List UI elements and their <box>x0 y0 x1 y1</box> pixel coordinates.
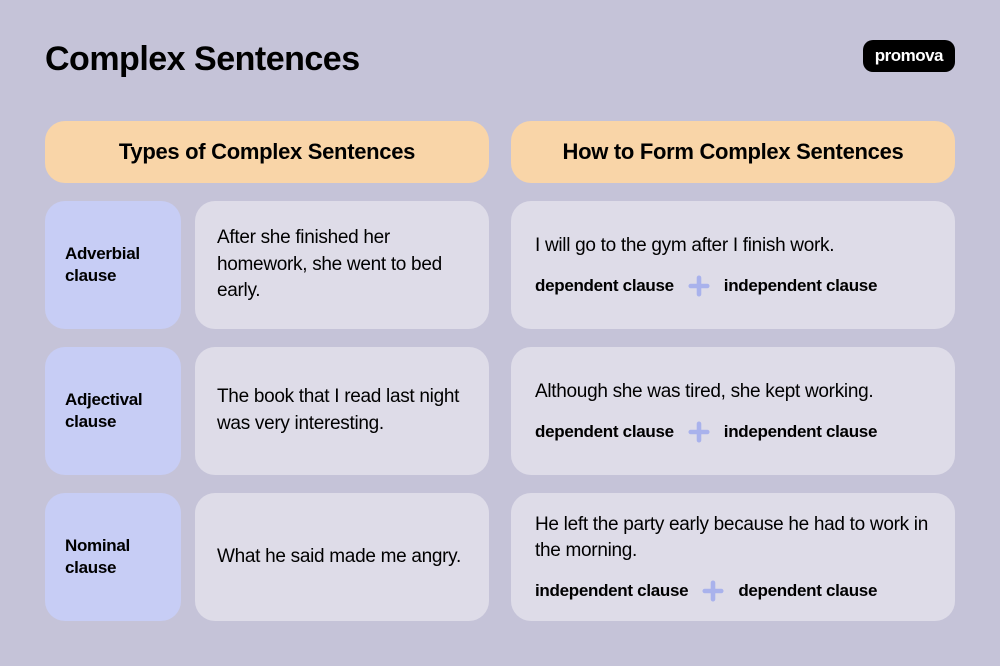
clause-label: Nominal clause <box>45 493 181 621</box>
form-parts: dependent clause independent clause <box>535 275 931 297</box>
form-box: Although she was tired, she kept working… <box>511 347 955 475</box>
part-b: independent clause <box>724 276 877 296</box>
form-sentence: Although she was tired, she kept working… <box>535 379 931 405</box>
left-column-header: Types of Complex Sentences <box>45 121 489 183</box>
right-column-header: How to Form Complex Sentences <box>511 121 955 183</box>
page-title: Complex Sentences <box>45 40 360 79</box>
example-box: The book that I read last night was very… <box>195 347 489 475</box>
example-box: After she finished her homework, she wen… <box>195 201 489 329</box>
part-a: dependent clause <box>535 422 674 442</box>
form-parts: dependent clause independent clause <box>535 421 931 443</box>
form-box: I will go to the gym after I finish work… <box>511 201 955 329</box>
plus-icon <box>688 421 710 443</box>
type-row: Nominal clause What he said made me angr… <box>45 493 489 621</box>
form-box: He left the party early because he had t… <box>511 493 955 621</box>
header: Complex Sentences promova <box>45 40 955 79</box>
plus-icon <box>688 275 710 297</box>
example-box: What he said made me angry. <box>195 493 489 621</box>
brand-badge: promova <box>863 40 955 72</box>
right-column: How to Form Complex Sentences I will go … <box>511 121 955 621</box>
plus-icon <box>702 580 724 602</box>
clause-label: Adverbial clause <box>45 201 181 329</box>
part-a: dependent clause <box>535 276 674 296</box>
form-parts: independent clause dependent clause <box>535 580 931 602</box>
clause-label: Adjectival clause <box>45 347 181 475</box>
part-a: independent clause <box>535 581 688 601</box>
part-b: dependent clause <box>738 581 877 601</box>
type-row: Adjectival clause The book that I read l… <box>45 347 489 475</box>
left-column: Types of Complex Sentences Adverbial cla… <box>45 121 489 621</box>
form-sentence: He left the party early because he had t… <box>535 512 931 563</box>
type-row: Adverbial clause After she finished her … <box>45 201 489 329</box>
part-b: independent clause <box>724 422 877 442</box>
columns: Types of Complex Sentences Adverbial cla… <box>45 121 955 621</box>
form-sentence: I will go to the gym after I finish work… <box>535 233 931 259</box>
